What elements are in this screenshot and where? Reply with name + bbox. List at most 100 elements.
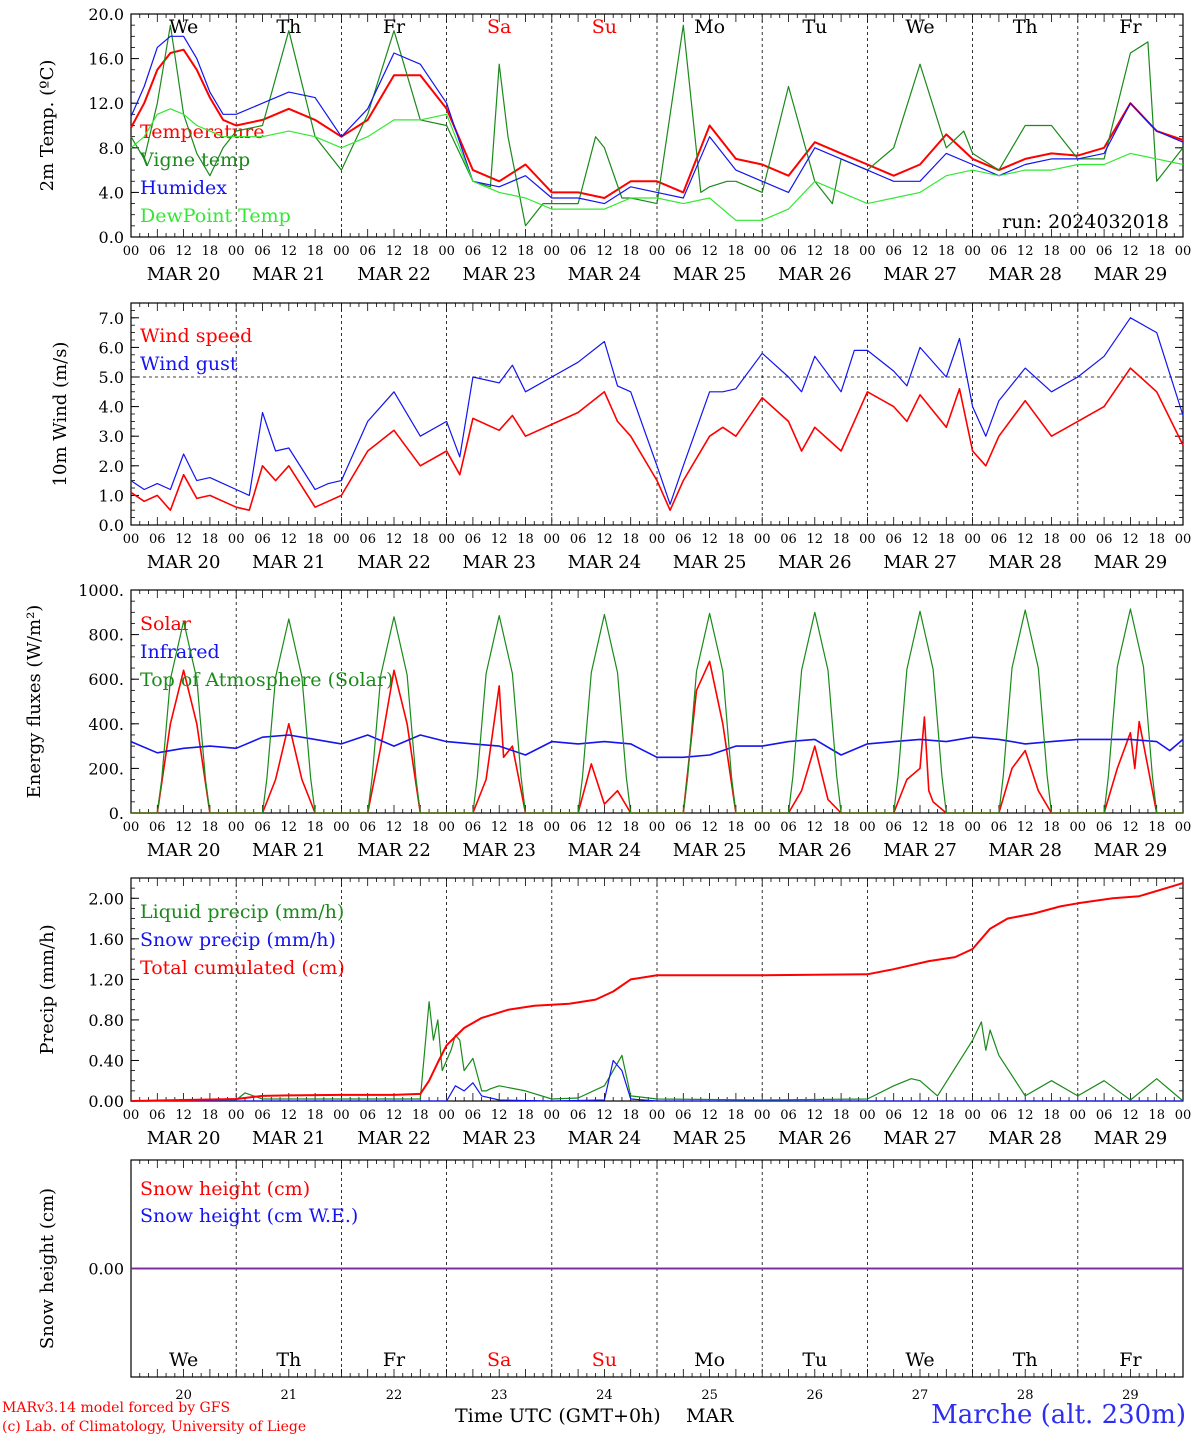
series-line-temp-0: [130, 48, 1184, 199]
run-label: run: 2024032018: [1002, 211, 1169, 233]
hour-tick-label: 00: [438, 532, 455, 547]
hour-tick-label: 18: [1148, 820, 1165, 835]
hour-tick-label: 06: [780, 532, 797, 547]
hour-tick-label: 12: [912, 820, 929, 835]
hour-tick-label: 00: [333, 820, 350, 835]
hour-tick-label: 18: [1148, 532, 1165, 547]
hour-tick-label: 18: [622, 1108, 639, 1123]
hour-tick-label: 00: [649, 244, 666, 259]
hour-tick-label: 12: [701, 1108, 718, 1123]
hour-tick-label: 18: [412, 532, 429, 547]
date-label: MAR 24: [568, 552, 642, 573]
y-tick-label: 8.0: [99, 139, 124, 158]
y-tick-label: 0.0: [99, 228, 124, 247]
weekday-label-bottom: We: [169, 1349, 198, 1371]
legend-entry-wind-0: Wind speed: [140, 325, 252, 347]
hour-tick-label: 18: [728, 532, 745, 547]
hour-tick-label: 12: [596, 1108, 613, 1123]
hour-tick-label: 18: [307, 532, 324, 547]
hour-tick-label: 12: [1122, 820, 1139, 835]
hour-tick-label: 12: [491, 244, 508, 259]
hour-tick-label: 18: [517, 1108, 534, 1123]
hour-tick-label: 00: [123, 532, 140, 547]
hour-tick-label: 00: [754, 244, 771, 259]
weekday-label-top: Th: [276, 16, 301, 38]
hour-tick-label: 00: [1070, 532, 1087, 547]
y-tick-label: 0.00: [88, 1092, 124, 1111]
y-tick-label: 800.: [88, 626, 124, 645]
weekday-label-bottom: Su: [592, 1349, 617, 1371]
hour-tick-label: 00: [228, 820, 245, 835]
y-tick-label: 400.: [88, 715, 124, 734]
weekday-label-bottom: Th: [1013, 1349, 1038, 1371]
hour-tick-label: 18: [833, 1108, 850, 1123]
hour-tick-label: 18: [517, 820, 534, 835]
legend-entry-flux-2: Top of Atmosphere (Solar): [140, 669, 393, 691]
hour-tick-label: 12: [491, 532, 508, 547]
hour-tick-label: 00: [228, 1108, 245, 1123]
series-line-wind-1: [130, 317, 1184, 505]
hour-tick-label: 12: [386, 1108, 403, 1123]
hour-tick-label: 18: [1148, 244, 1165, 259]
legend-entry-precip-1: Snow precip (mm/h): [140, 929, 336, 951]
hour-tick-label: 06: [885, 532, 902, 547]
y-tick-label: 12.0: [88, 94, 124, 113]
hour-tick-label: 18: [412, 244, 429, 259]
hour-tick-label: 00: [333, 244, 350, 259]
hour-tick-label: 06: [780, 244, 797, 259]
legend-entry-precip-2: Total cumulated (cm): [140, 957, 345, 979]
date-label: MAR 26: [778, 840, 852, 861]
hour-tick-label: 18: [938, 820, 955, 835]
date-label: MAR 26: [778, 264, 852, 285]
hour-tick-label: 12: [912, 1108, 929, 1123]
hour-tick-label: 12: [491, 820, 508, 835]
weekday-label-top: Fr: [383, 16, 406, 38]
hour-tick-label: 18: [728, 1108, 745, 1123]
hour-tick-label: 18: [622, 820, 639, 835]
legend-entry-precip-0: Liquid precip (mm/h): [140, 901, 344, 923]
hour-tick-label: 12: [701, 820, 718, 835]
day-number-label: 28: [1017, 1388, 1034, 1403]
hour-tick-label: 00: [123, 1108, 140, 1123]
y-axis-label-temp: 2m Temp. (ºC): [37, 60, 58, 192]
hour-tick-label: 12: [281, 820, 298, 835]
hour-tick-label: 00: [544, 244, 561, 259]
weekday-label-bottom: Fr: [383, 1349, 406, 1371]
hour-tick-label: 06: [885, 820, 902, 835]
hour-tick-label: 12: [1017, 532, 1034, 547]
hour-tick-label: 12: [175, 532, 192, 547]
hour-tick-label: 00: [859, 532, 876, 547]
legend-entry-temp-2: Humidex: [140, 177, 227, 199]
y-tick-label: 6.0: [99, 338, 124, 357]
hour-tick-label: 00: [438, 1108, 455, 1123]
y-axis-label-flux: Energy fluxes (W/m²): [24, 605, 45, 799]
date-label: MAR 21: [252, 840, 326, 861]
date-label: MAR 29: [1094, 552, 1168, 573]
y-tick-label: 1000.: [78, 581, 124, 600]
series-line-wind-0: [130, 367, 1184, 512]
hour-tick-label: 06: [570, 244, 587, 259]
hour-tick-label: 00: [1175, 532, 1192, 547]
hour-tick-label: 06: [885, 1108, 902, 1123]
hour-tick-label: 06: [570, 820, 587, 835]
series-line-precip-0: [130, 1001, 1184, 1102]
model-credit-line1: MARv3.14 model forced by GFS: [2, 1400, 231, 1416]
weekday-label-top: Fr: [1119, 16, 1142, 38]
hour-tick-label: 18: [622, 532, 639, 547]
hour-tick-label: 00: [1175, 820, 1192, 835]
hour-tick-label: 12: [807, 244, 824, 259]
series-line-temp-1: [130, 24, 1184, 227]
hour-tick-label: 06: [465, 1108, 482, 1123]
hour-tick-label: 12: [701, 244, 718, 259]
hour-tick-label: 00: [1070, 820, 1087, 835]
legend-entry-temp-1: Vigne temp: [139, 149, 250, 171]
hour-tick-label: 12: [175, 820, 192, 835]
date-label: MAR 29: [1094, 264, 1168, 285]
y-tick-label: 1.0: [99, 486, 124, 505]
date-label: MAR 22: [357, 264, 431, 285]
series-line-flux-1: [130, 734, 1184, 759]
day-number-label: 25: [701, 1388, 718, 1403]
date-label: MAR 25: [673, 840, 747, 861]
date-label: MAR 26: [778, 1128, 852, 1149]
hour-tick-label: 00: [228, 532, 245, 547]
